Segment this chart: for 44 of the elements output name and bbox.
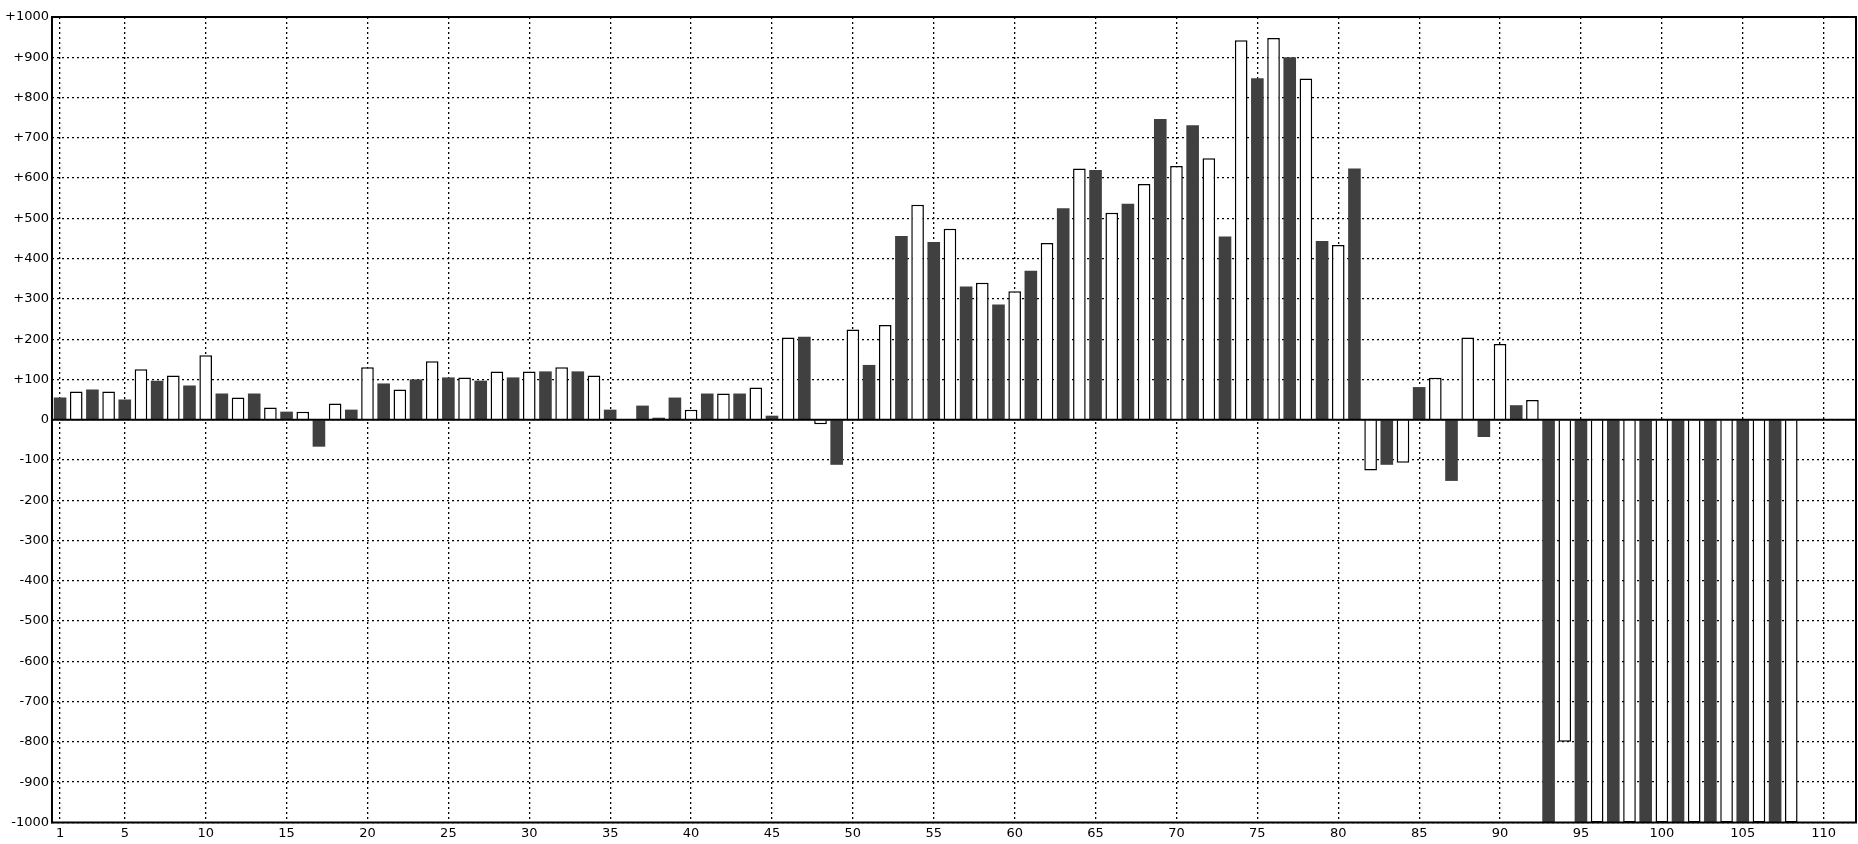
y-tick-label: -1000 — [11, 813, 49, 829]
y-tick-label: +400 — [13, 249, 49, 265]
x-tick-label: 1 — [55, 824, 65, 840]
x-tick-label: 20 — [359, 824, 376, 840]
x-tick-label: 60 — [1006, 824, 1023, 840]
y-tick-label: -600 — [19, 652, 49, 668]
x-tick-label: 50 — [844, 824, 862, 840]
x-tick-label: 90 — [1491, 824, 1509, 840]
x-tick-label: 95 — [1572, 824, 1590, 840]
x-tick-label: 5 — [120, 824, 129, 840]
y-tick-label: +100 — [13, 370, 49, 386]
x-tick-label: 30 — [521, 824, 538, 840]
x-tick-label: 35 — [601, 824, 619, 840]
y-tick-label: +600 — [13, 169, 49, 185]
y-tick-label: -500 — [19, 612, 49, 628]
y-tick-label: -800 — [19, 733, 49, 749]
y-tick-label: +800 — [13, 88, 49, 104]
x-tick-label: 10 — [197, 824, 214, 840]
x-tick-label: 100 — [1649, 824, 1675, 840]
y-tick-label: 0 — [40, 411, 49, 427]
y-tick-label: +900 — [13, 48, 49, 64]
x-tick-label: 45 — [763, 824, 781, 840]
x-tick-label: 105 — [1730, 824, 1756, 840]
x-tick-label: 25 — [440, 824, 457, 840]
y-tick-label: -400 — [19, 572, 49, 588]
x-tick-label: 110 — [1811, 824, 1837, 840]
y-tick-label: -200 — [19, 491, 49, 507]
x-tick-label: 80 — [1329, 824, 1347, 840]
x-tick-label: 55 — [925, 824, 943, 840]
y-tick-label: +200 — [13, 330, 49, 346]
y-tick-label: -700 — [19, 692, 49, 708]
y-tick-label: +1000 — [4, 8, 49, 24]
x-tick-label: 75 — [1249, 824, 1266, 840]
y-tick-label: -300 — [19, 531, 49, 547]
y-tick-label: +300 — [13, 290, 49, 306]
x-tick-label: 70 — [1168, 824, 1185, 840]
y-tick-label: -100 — [19, 451, 49, 467]
x-tick-label: 85 — [1410, 824, 1428, 840]
y-tick-label: +500 — [13, 209, 49, 225]
x-tick-label: 40 — [682, 824, 700, 840]
x-tick-label: 15 — [278, 824, 295, 840]
y-tick-label: -900 — [19, 773, 49, 789]
y-tick-label: +700 — [13, 129, 49, 145]
x-tick-label: 65 — [1087, 824, 1104, 840]
